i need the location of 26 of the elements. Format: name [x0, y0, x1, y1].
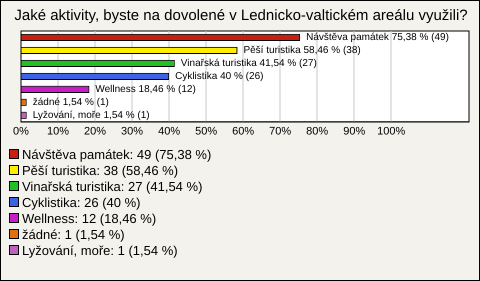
category-label: Pěší turistika 58,46 % (38): [243, 45, 361, 56]
x-tick-label: 90%: [343, 125, 366, 138]
x-tick-label: 40%: [158, 125, 180, 138]
category-label: žádné 1,54 % (1): [32, 97, 109, 108]
x-tick-label: 20%: [84, 125, 106, 138]
text: Vinařská turistika: 27 (41,54 %): [22, 178, 202, 194]
text: Wellness: 12 (18,46 %): [22, 210, 156, 226]
text: Lyžování, moře: 1 (1,54 %): [22, 242, 178, 258]
text: Pěší turistika: 38 (58,46 %): [22, 162, 178, 178]
x-tick-label: 60%: [232, 125, 254, 138]
category-label: Vinařská turistika 41,54 % (27): [180, 58, 317, 70]
category-label: Cyklistika 40 % (26): [175, 71, 264, 82]
category-label: Lyžování, moře 1,54 % (1): [32, 110, 150, 122]
x-tick-label: 10%: [47, 125, 70, 138]
x-tick-label: 0%: [13, 125, 30, 138]
x-tick-label: 100%: [377, 125, 406, 138]
text: Návštěva památek: 49 (75,38 %): [22, 146, 212, 162]
x-tick-label: 50%: [195, 125, 218, 138]
text: Cyklistika: 26 (40 %): [22, 194, 140, 210]
chart-title: Jaké aktivity, byste na dovolené v Lednicko-valtickém areálu využili?: [14, 7, 468, 24]
text: žádné: 1 (1,54 %): [22, 226, 125, 242]
x-tick-label: 30%: [121, 125, 144, 138]
x-tick-label: 80%: [306, 125, 328, 138]
category-label: Wellness 18,46 % (12): [95, 84, 196, 96]
x-tick-label: 70%: [269, 125, 292, 138]
category-label: Návštěva památek 75,38 % (49): [306, 32, 449, 44]
